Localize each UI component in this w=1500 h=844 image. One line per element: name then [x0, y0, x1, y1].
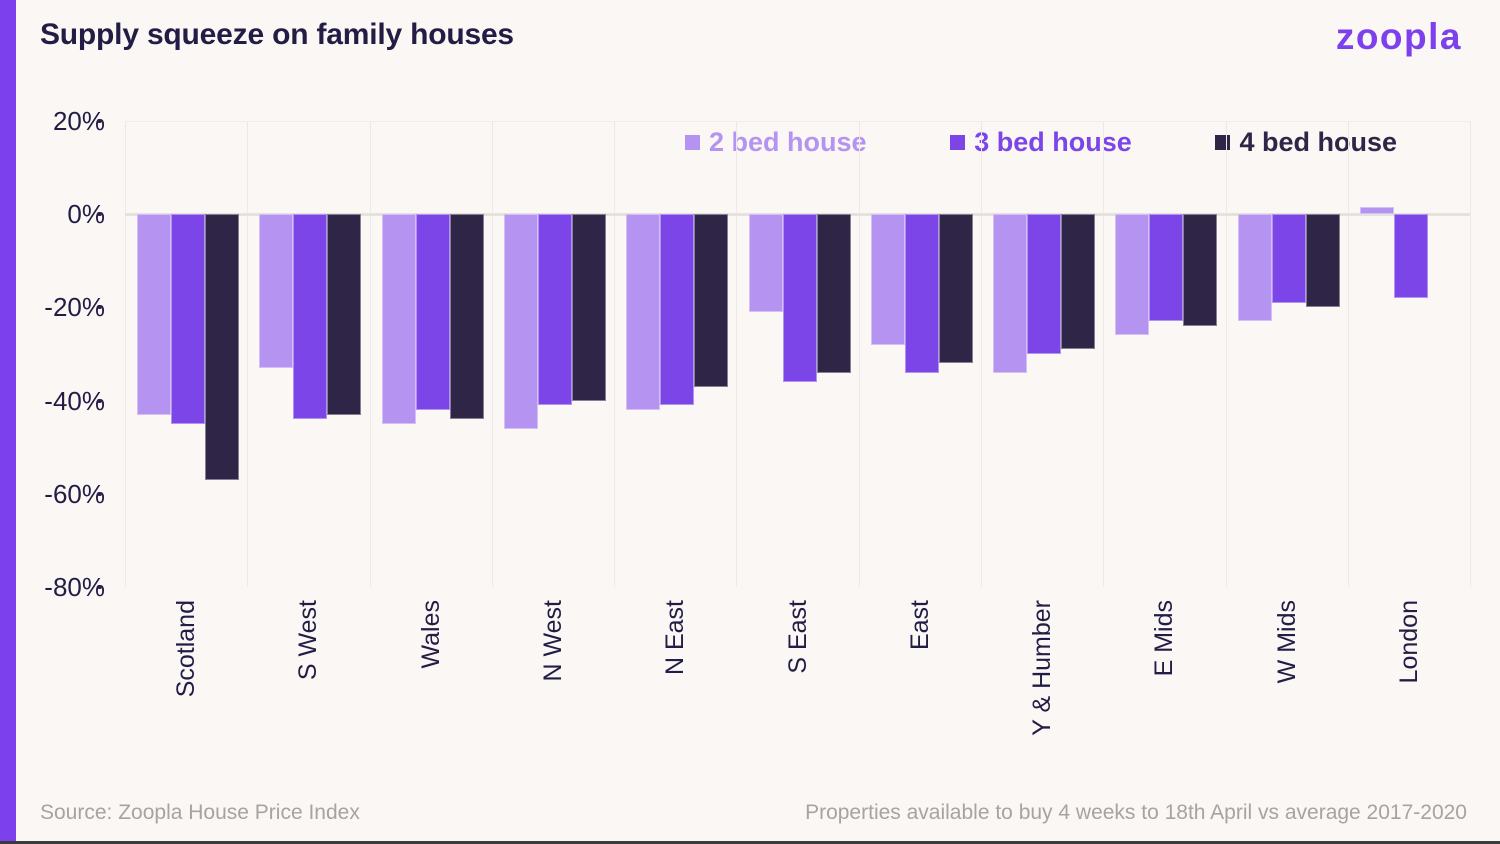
- y-axis-tick-label: 0%: [67, 199, 105, 230]
- bar-2-bed-house-w-mids: [1237, 214, 1272, 322]
- x-axis-label: N West: [539, 600, 567, 682]
- window-bottom-edge: [0, 841, 1500, 844]
- bar-3-bed-house-s-east: [782, 214, 817, 382]
- bar-4-bed-house-n-west: [572, 214, 606, 401]
- legend-swatch: [950, 134, 966, 150]
- y-axis-tick-label: -60%: [44, 478, 105, 509]
- legend-item: 3 bed house: [950, 127, 1132, 158]
- zoopla-logo: zoopla: [1335, 16, 1462, 57]
- legend-label: 4 bed house: [1239, 126, 1397, 157]
- x-axis-label: S East: [783, 600, 812, 674]
- y-axis-tick: [97, 491, 102, 496]
- legend-label: 2 bed house: [709, 126, 867, 157]
- y-axis-tick: [97, 212, 102, 217]
- gridline-vertical: [736, 121, 738, 587]
- x-axis-label: E Mids: [1150, 600, 1179, 677]
- bar-2-bed-house-scotland: [137, 214, 172, 415]
- legend: 2 bed house 3 bed house 4 bed house: [685, 126, 1397, 158]
- y-axis-tick: [97, 119, 102, 123]
- y-axis-tick-label: -80%: [44, 572, 105, 602]
- y-axis-tick-label: -40%: [44, 385, 105, 416]
- gridline-vertical: [369, 121, 371, 587]
- bar-2-bed-house-s-west: [259, 214, 294, 368]
- bar-4-bed-house-e-mids: [1183, 214, 1218, 326]
- bar-2-bed-house-wales: [381, 214, 416, 424]
- footer-source: Source: Zoopla House Price Index: [40, 801, 360, 824]
- gridline-vertical: [1103, 121, 1105, 587]
- bar-2-bed-house-east: [870, 214, 905, 345]
- accent-strip: [0, 0, 16, 844]
- x-axis-label: W Mids: [1272, 600, 1301, 684]
- bar-3-bed-house-wales: [415, 214, 450, 410]
- bar-4-bed-house-n-east: [694, 214, 729, 387]
- gridline-top: [125, 121, 1470, 122]
- bar-4-bed-house-y-humber: [1061, 214, 1095, 350]
- bar-4-bed-house-wales: [449, 214, 484, 420]
- bar-3-bed-house-w-mids: [1271, 214, 1306, 303]
- gridline-vertical: [247, 121, 249, 587]
- bar-2-bed-house-n-west: [504, 214, 538, 429]
- bar-4-bed-house-w-mids: [1305, 214, 1340, 308]
- x-axis-label: Y & Humber: [1028, 600, 1056, 736]
- y-axis-tick-label: 20%: [52, 106, 105, 136]
- bar-4-bed-house-s-west: [327, 214, 362, 415]
- footer-note: Properties available to buy 4 weeks to 1…: [805, 801, 1467, 824]
- bar-3-bed-house-scotland: [171, 214, 206, 424]
- gridline-vertical: [1470, 121, 1471, 587]
- gridline-vertical: [491, 121, 493, 587]
- legend-item: 4 bed house: [1215, 127, 1397, 158]
- bar-4-bed-house-s-east: [816, 214, 851, 373]
- x-axis-label: East: [905, 600, 934, 651]
- bar-2-bed-house-s-east: [748, 214, 783, 313]
- bar-2-bed-house-london: [1359, 207, 1394, 215]
- gridline-vertical: [614, 121, 616, 587]
- y-axis-tick: [97, 305, 102, 310]
- x-axis-label: N East: [661, 600, 690, 676]
- legend-item: 2 bed house: [685, 127, 867, 158]
- y-axis-tick-label: -20%: [44, 292, 105, 323]
- x-axis-label: Scotland: [172, 600, 201, 698]
- y-axis-tick: [97, 398, 102, 403]
- gridline-vertical: [1347, 121, 1349, 587]
- gridline-vertical: [980, 121, 982, 587]
- bar-2-bed-house-e-mids: [1115, 214, 1150, 336]
- gridline-vertical: [858, 121, 860, 587]
- bar-3-bed-house-n-west: [538, 214, 572, 406]
- bar-3-bed-house-london: [1393, 214, 1428, 299]
- bar-3-bed-house-e-mids: [1149, 214, 1184, 322]
- legend-label: 3 bed house: [974, 126, 1132, 157]
- bar-3-bed-house-y-humber: [1027, 214, 1061, 354]
- bar-4-bed-house-east: [938, 214, 973, 364]
- page-title: Supply squeeze on family houses: [40, 18, 514, 51]
- bar-2-bed-house-n-east: [626, 214, 661, 410]
- bar-3-bed-house-s-west: [293, 214, 328, 420]
- y-axis-tick: [97, 585, 102, 589]
- gridline-vertical: [125, 121, 126, 587]
- x-axis-label: London: [1394, 600, 1423, 684]
- bar-4-bed-house-scotland: [205, 214, 240, 480]
- x-axis-label: S West: [294, 600, 323, 681]
- x-axis-label: Wales: [416, 600, 445, 669]
- bar-2-bed-house-y-humber: [993, 214, 1027, 373]
- legend-swatch: [1215, 134, 1231, 150]
- bar-3-bed-house-n-east: [660, 214, 695, 406]
- gridline-vertical: [1225, 121, 1227, 587]
- legend-swatch: [685, 134, 700, 150]
- bar-3-bed-house-east: [904, 214, 939, 373]
